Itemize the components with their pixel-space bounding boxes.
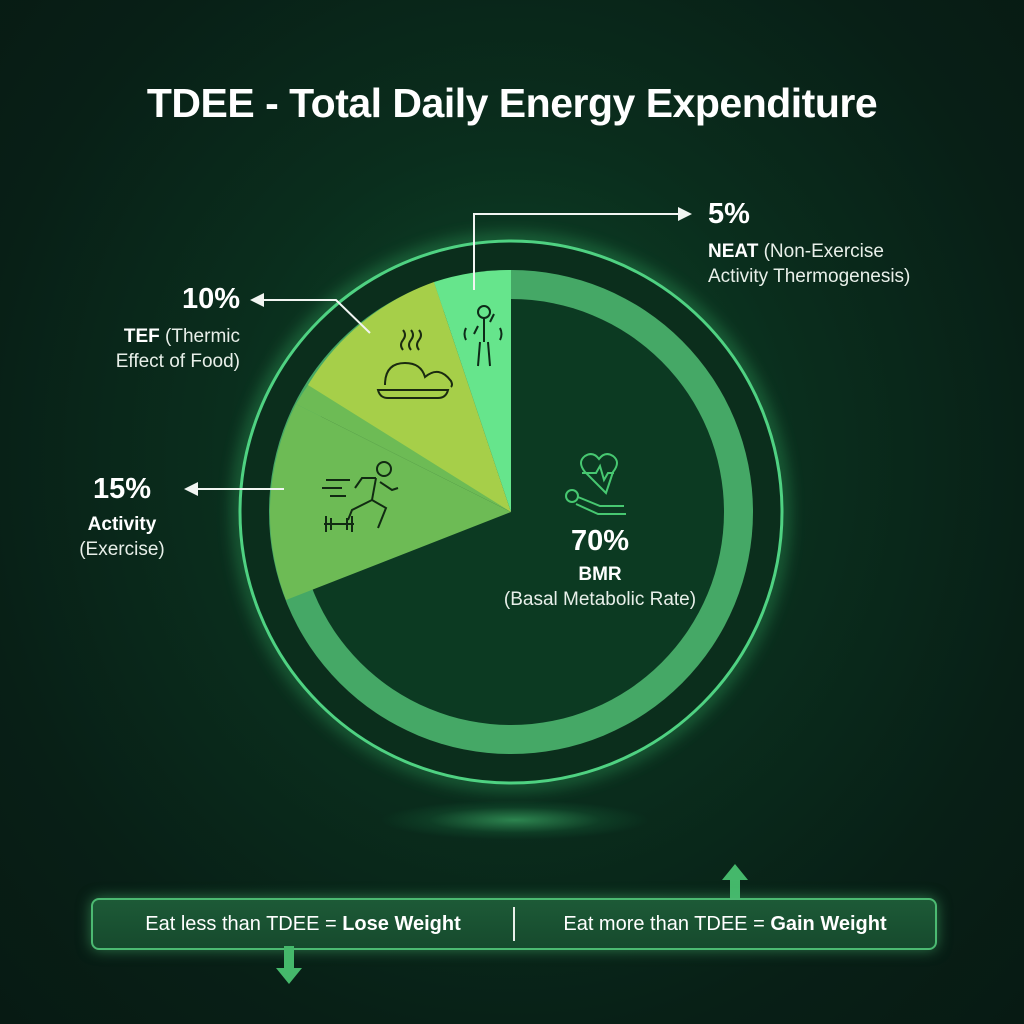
neat-slice [434,269,511,512]
lose-weight-text: Lose Weight [342,912,461,935]
fidgeting-person-icon [463,305,503,367]
tef-percent: 10% [181,283,240,315]
neat-label: 5% NEAT (Non-Exercise Activity Thermogen… [708,198,910,289]
activity-percent: 15% [92,473,152,505]
neat-desc-a: (Non-Exercise [758,241,884,262]
resting-heart-icon [565,453,626,515]
arrow-down-icon [276,946,302,984]
gain-weight-rule: Eat more than TDEE = Gain Weight [563,912,887,935]
tef-desc-b: Effect of Food) [115,351,240,372]
neat-abbr: NEAT [708,241,759,262]
activity-label: 15% Activity (Exercise) [60,473,184,562]
neat-percent: 5% [708,198,750,230]
neat-desc-b: Activity Thermogenesis) [708,266,911,287]
activity-abbr: Activity [87,514,157,535]
floor-glow [380,800,650,840]
weight-rule-bar: Eat less than TDEE = Lose Weight Eat mor… [91,898,937,950]
activity-desc-b: (Exercise) [79,539,165,560]
tef-label: 10% TEF (Thermic Effect of Food) [60,283,240,374]
tef-desc-a: (Thermic [159,326,240,347]
bmr-percent: 70% [570,525,630,557]
tef-abbr: TEF [123,326,160,347]
bmr-desc-b: (Basal Metabolic Rate) [503,589,697,610]
running-dumbbell-icon [322,461,399,532]
chart-title: TDEE - Total Daily Energy Expenditure [146,80,878,126]
hot-food-plate-icon [376,329,453,399]
bmr-abbr: BMR [578,564,622,585]
activity-slice [269,404,511,600]
divider [513,907,515,941]
neat-leader-line [473,213,680,290]
bmr-label: 70% BMR (Basal Metabolic Rate) [470,525,730,612]
tef-leader-line [262,299,371,334]
arrow-up-icon [722,864,748,900]
lose-weight-rule: Eat less than TDEE = Lose Weight [145,912,461,935]
gain-weight-text: Gain Weight [770,912,887,935]
